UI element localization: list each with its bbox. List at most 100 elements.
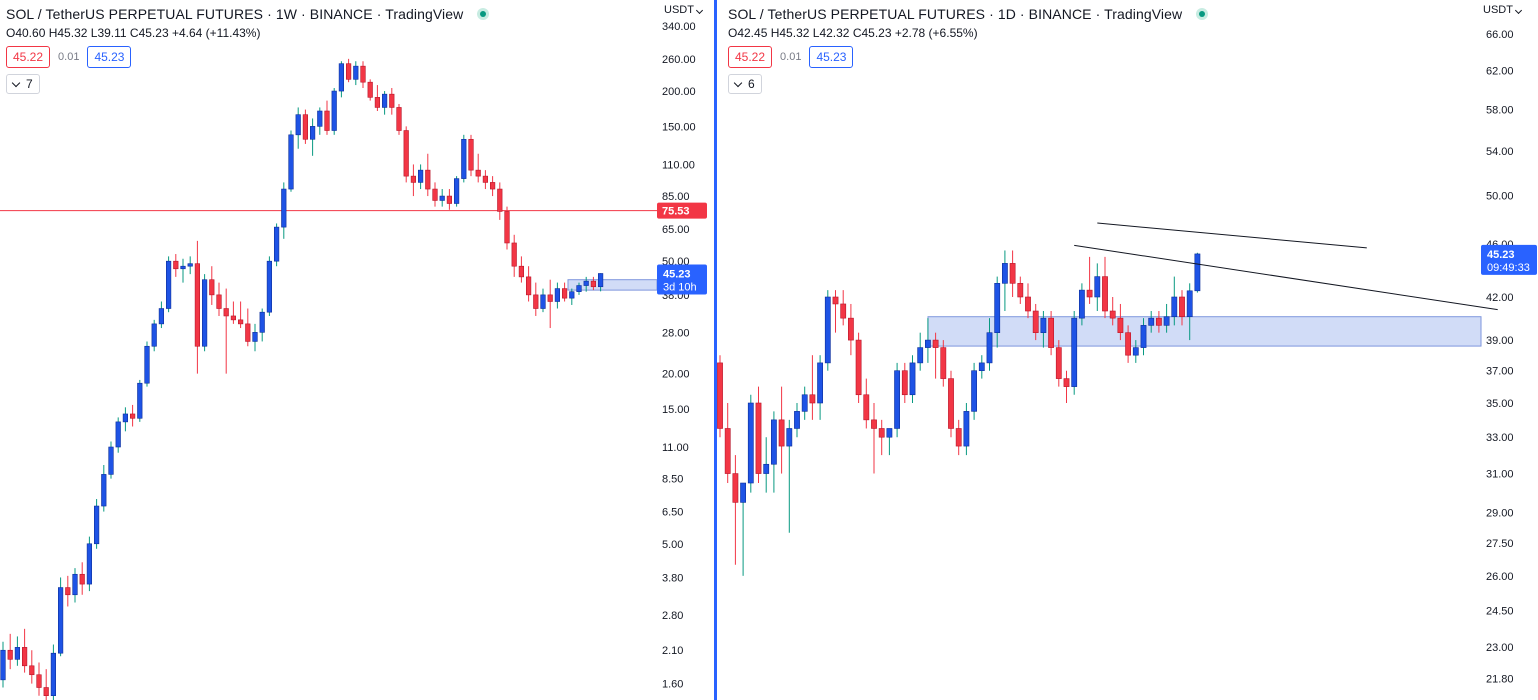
last-price-value: 45.23 [663, 268, 691, 280]
candle-down [389, 88, 395, 115]
candle-body [295, 114, 301, 136]
price-axis-label: 31.00 [1486, 469, 1514, 481]
candle-up [747, 394, 754, 493]
price-axis-label: 260.00 [662, 54, 696, 66]
candle-up [886, 428, 893, 456]
spread-value: 0.01 [58, 51, 80, 63]
symbol-title[interactable]: SOL / TetherUS PERPETUAL FUTURES · 1W · … [6, 6, 464, 22]
candle-down [403, 126, 409, 183]
candle-body [115, 421, 121, 448]
candle-body [986, 332, 993, 364]
indicators-toggle-button[interactable]: 6 [728, 74, 762, 94]
symbol-title[interactable]: SOL / TetherUS PERPETUAL FUTURES · 1D · … [728, 6, 1183, 22]
chart-pane-daily[interactable]: 66.0062.0058.0054.0050.0046.0042.0039.00… [717, 0, 1538, 700]
candle-down [209, 266, 215, 305]
candle-down [1155, 311, 1162, 333]
indicators-count: 6 [748, 77, 755, 91]
candle-down [360, 61, 366, 89]
last-price-tag-bg [657, 264, 707, 295]
candle-body [1078, 289, 1085, 319]
candle-body [266, 260, 273, 313]
weekly-chart-canvas[interactable]: 340.00 260.00 200.00 150.00 110.00 85.00 65.00… [0, 0, 714, 700]
candle-body [525, 276, 532, 296]
candle-down [948, 370, 954, 438]
candle-up [166, 256, 172, 313]
currency-label: USDT [1483, 4, 1513, 16]
candle-body [461, 138, 467, 179]
price-axis-label: 5.00 [662, 539, 683, 551]
candle-body [425, 169, 431, 190]
candle-down [1125, 325, 1131, 363]
price-axis-label: 66.00 [1486, 29, 1514, 41]
bar-close-countdown: 09:49:33 [1487, 262, 1530, 274]
candle-body [468, 138, 474, 171]
candle-up [108, 441, 114, 479]
candle-down [525, 266, 532, 302]
level-price-tag-label: 75.53 [662, 206, 690, 218]
candle-body [1186, 290, 1193, 318]
candle-body [1155, 317, 1162, 326]
price-axis-label: 20.00 [662, 369, 690, 381]
support-zone [927, 316, 1482, 347]
candle-body [230, 315, 237, 321]
candle-up [151, 319, 157, 352]
candle-down [504, 206, 510, 250]
candle-body [1063, 378, 1070, 387]
candle-down [561, 282, 568, 302]
price-axis-label: 11.00 [662, 442, 689, 454]
pane-divider[interactable] [714, 0, 717, 700]
candle-down [1109, 296, 1116, 326]
candle-up [281, 182, 287, 239]
candle-body [367, 81, 373, 98]
candle-body [886, 428, 893, 438]
price-axis-label: 27.50 [1486, 538, 1514, 550]
buy-price-button[interactable]: 45.23 [809, 46, 854, 68]
candle-body [978, 362, 985, 371]
candle-down [43, 669, 49, 700]
candle-body [410, 175, 417, 183]
buy-price-button[interactable]: 45.23 [87, 46, 132, 68]
candle-down [1055, 340, 1062, 387]
candle-up [763, 437, 770, 493]
candle-body [740, 482, 746, 503]
candle-up [50, 644, 56, 700]
daily-chart-canvas[interactable]: 66.0062.0058.0054.0050.0046.0042.0039.00… [717, 0, 1538, 700]
candle-body [1171, 296, 1178, 318]
candle-body [417, 169, 424, 183]
candle-body [216, 294, 222, 309]
sell-price-button[interactable]: 45.22 [6, 46, 51, 68]
bar-close-countdown: 3d 10h [663, 281, 697, 293]
price-axis-label: 15.00 [662, 404, 690, 416]
candle-body [763, 463, 770, 474]
chart-pane-weekly[interactable]: 340.00 260.00 200.00 150.00 110.00 85.00 65.00… [0, 0, 714, 700]
candle-body [7, 649, 13, 660]
candle-body [1040, 317, 1047, 333]
candle-body [130, 413, 136, 419]
candle-down [432, 182, 438, 207]
indicators-toggle-button[interactable]: 7 [6, 74, 40, 94]
candle-up [817, 355, 823, 420]
candle-down [901, 362, 908, 404]
candle-down [79, 562, 85, 595]
candle-body [108, 446, 114, 475]
candle-body [940, 347, 947, 379]
currency-selector[interactable]: USDT [664, 4, 703, 16]
candle-down [302, 109, 309, 144]
price-axis-label: 8.50 [662, 474, 683, 486]
candle-body [72, 573, 78, 596]
candle-down [732, 455, 739, 565]
candle-up [894, 362, 900, 438]
candle-body [901, 370, 908, 396]
close-value: C45.23 [129, 26, 169, 40]
candle-down [7, 633, 13, 670]
candle-body [309, 126, 316, 140]
candle-body [137, 382, 143, 419]
candle-down [497, 182, 503, 220]
last-price-value: 45.23 [1487, 249, 1515, 261]
candle-body [43, 687, 49, 696]
candle-up [569, 288, 575, 305]
currency-selector[interactable]: USDT [1483, 4, 1522, 16]
candle-down [1102, 256, 1108, 319]
candle-up [309, 118, 316, 156]
sell-price-button[interactable]: 45.22 [728, 46, 773, 68]
